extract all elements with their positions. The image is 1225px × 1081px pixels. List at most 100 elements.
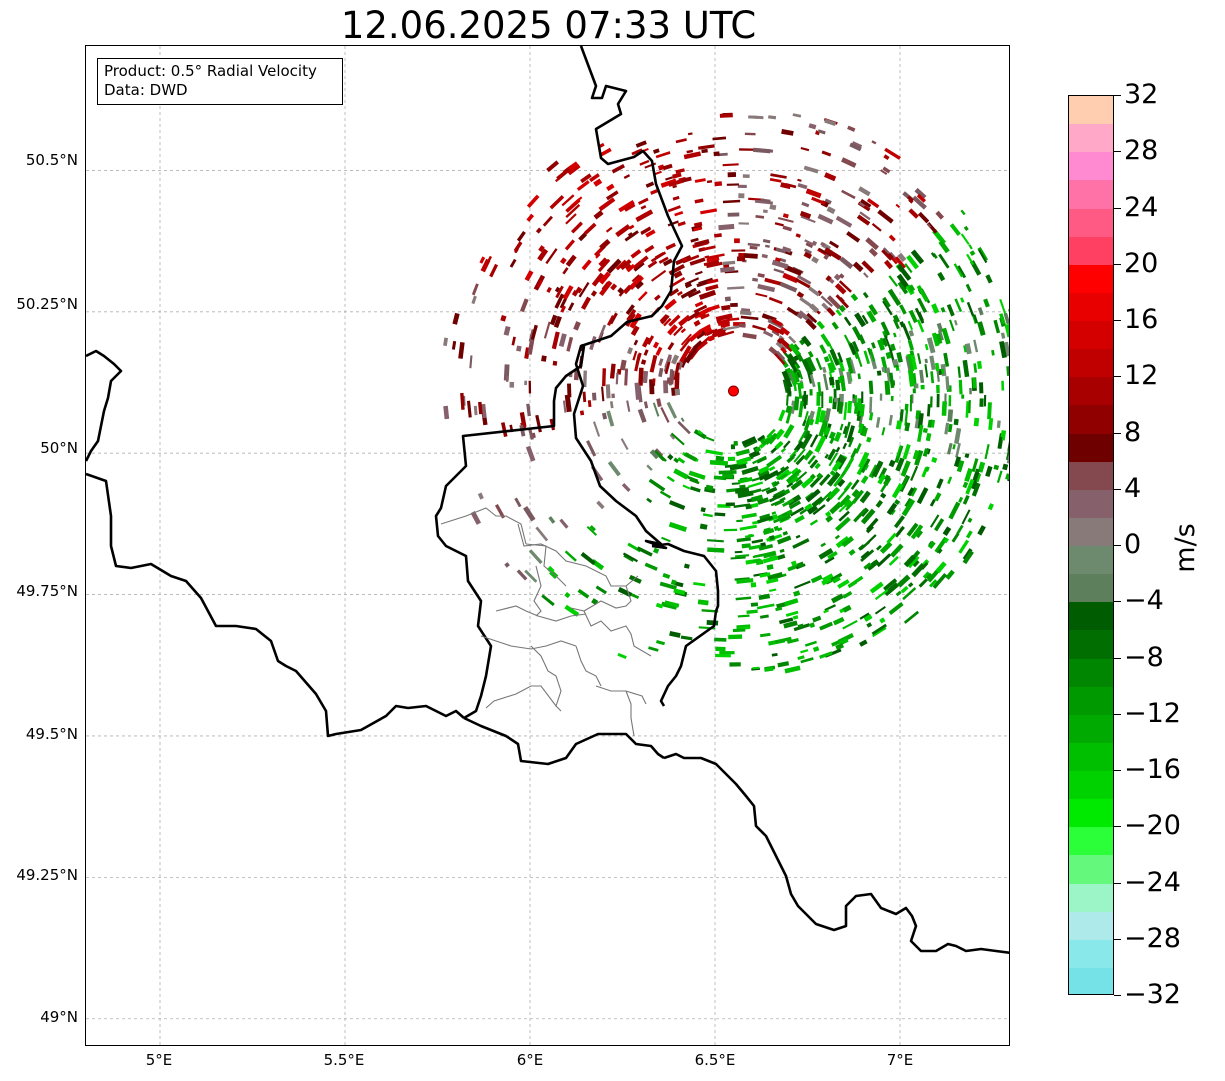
velocity-bin bbox=[999, 313, 1006, 325]
velocity-bin bbox=[651, 269, 667, 282]
velocity-bin bbox=[581, 259, 592, 271]
velocity-bin bbox=[624, 368, 629, 386]
velocity-bin bbox=[564, 592, 571, 599]
velocity-bin bbox=[595, 253, 601, 259]
velocity-bin bbox=[587, 400, 592, 408]
velocity-bin bbox=[646, 497, 653, 503]
velocity-bin bbox=[1003, 341, 1009, 357]
velocity-bin bbox=[528, 549, 543, 565]
velocity-bin bbox=[843, 499, 853, 508]
velocity-bin bbox=[766, 454, 783, 468]
velocity-bin bbox=[643, 401, 649, 409]
velocity-bin bbox=[848, 436, 855, 448]
velocity-bin bbox=[931, 332, 940, 347]
velocity-bin bbox=[949, 223, 961, 237]
velocity-bin bbox=[859, 639, 868, 647]
velocity-bin bbox=[827, 353, 837, 371]
radar-map[interactable] bbox=[85, 45, 1010, 1046]
velocity-bin bbox=[875, 499, 883, 508]
velocity-bin bbox=[843, 402, 848, 421]
velocity-bin bbox=[562, 400, 567, 413]
velocity-bin bbox=[868, 412, 874, 421]
velocity-bin bbox=[897, 252, 907, 263]
velocity-bin bbox=[798, 400, 804, 418]
velocity-bin bbox=[797, 623, 804, 629]
velocity-bin bbox=[583, 222, 597, 235]
velocity-bin bbox=[888, 414, 893, 426]
velocity-bin bbox=[914, 383, 919, 389]
colorbar-tick bbox=[1114, 883, 1121, 884]
velocity-bin bbox=[807, 454, 816, 465]
velocity-bin bbox=[823, 253, 830, 260]
velocity-bin bbox=[485, 255, 493, 265]
velocity-bin bbox=[634, 382, 641, 400]
velocity-bin bbox=[452, 312, 460, 325]
velocity-bin bbox=[828, 431, 836, 440]
velocity-bin bbox=[687, 289, 701, 299]
velocity-bin bbox=[698, 277, 714, 287]
velocity-bin bbox=[762, 330, 774, 338]
velocity-bin bbox=[677, 420, 691, 435]
velocity-bin bbox=[822, 366, 827, 374]
velocity-bin bbox=[654, 294, 661, 301]
velocity-bin bbox=[817, 213, 834, 225]
velocity-bin bbox=[704, 255, 710, 259]
velocity-bin bbox=[778, 337, 794, 352]
velocity-bin bbox=[842, 591, 853, 599]
velocity-bin bbox=[664, 600, 680, 608]
velocity-bin bbox=[779, 497, 786, 502]
velocity-bin bbox=[857, 423, 865, 434]
velocity-bin bbox=[676, 290, 683, 296]
velocity-bin bbox=[797, 429, 808, 444]
velocity-bin bbox=[960, 233, 970, 245]
velocity-bin bbox=[881, 366, 886, 373]
velocity-bin bbox=[633, 261, 645, 272]
velocity-bin bbox=[908, 309, 918, 324]
velocity-bin bbox=[890, 543, 904, 558]
velocity-bin bbox=[832, 576, 841, 584]
colorbar-tick bbox=[1114, 770, 1121, 771]
velocity-bin bbox=[814, 462, 821, 470]
velocity-bin bbox=[752, 520, 760, 525]
velocity-bin bbox=[797, 655, 805, 661]
velocity-bin bbox=[787, 453, 797, 463]
velocity-bin bbox=[675, 138, 687, 144]
velocity-bin bbox=[838, 494, 851, 508]
velocity-bin bbox=[812, 646, 820, 652]
velocity-bin bbox=[993, 464, 1000, 471]
lux-france-border bbox=[463, 716, 665, 766]
velocity-bin bbox=[837, 352, 844, 363]
velocity-bin bbox=[754, 446, 762, 453]
velocity-bin bbox=[1001, 380, 1005, 391]
velocity-bin bbox=[968, 244, 973, 250]
velocity-bin bbox=[631, 274, 641, 283]
velocity-bin bbox=[786, 637, 799, 644]
velocity-bin bbox=[868, 380, 874, 395]
velocity-bin bbox=[673, 588, 686, 596]
velocity-bin bbox=[722, 199, 741, 204]
velocity-bin bbox=[828, 376, 835, 386]
velocity-bin bbox=[715, 646, 726, 652]
velocity-bin bbox=[615, 224, 631, 238]
velocity-bin bbox=[937, 548, 943, 554]
velocity-bin bbox=[537, 279, 543, 288]
velocity-bin bbox=[853, 405, 858, 415]
velocity-bin bbox=[954, 319, 958, 326]
velocity-bin bbox=[617, 587, 633, 598]
velocity-bin bbox=[674, 388, 681, 396]
velocity-bin bbox=[655, 602, 664, 609]
velocity-bin bbox=[538, 245, 545, 253]
velocity-bin bbox=[790, 467, 800, 476]
velocity-bin bbox=[724, 296, 731, 302]
velocity-bin bbox=[891, 483, 904, 499]
velocity-bin bbox=[839, 423, 844, 431]
velocity-bin bbox=[819, 621, 833, 631]
velocity-bin bbox=[884, 259, 894, 270]
velocity-bin bbox=[607, 460, 621, 477]
radar-site-marker[interactable] bbox=[728, 385, 739, 397]
colorbar-segment bbox=[1069, 517, 1113, 547]
velocity-bin bbox=[971, 482, 981, 497]
velocity-bin bbox=[977, 321, 986, 336]
velocity-bin bbox=[789, 449, 798, 458]
velocity-bin bbox=[793, 590, 801, 597]
